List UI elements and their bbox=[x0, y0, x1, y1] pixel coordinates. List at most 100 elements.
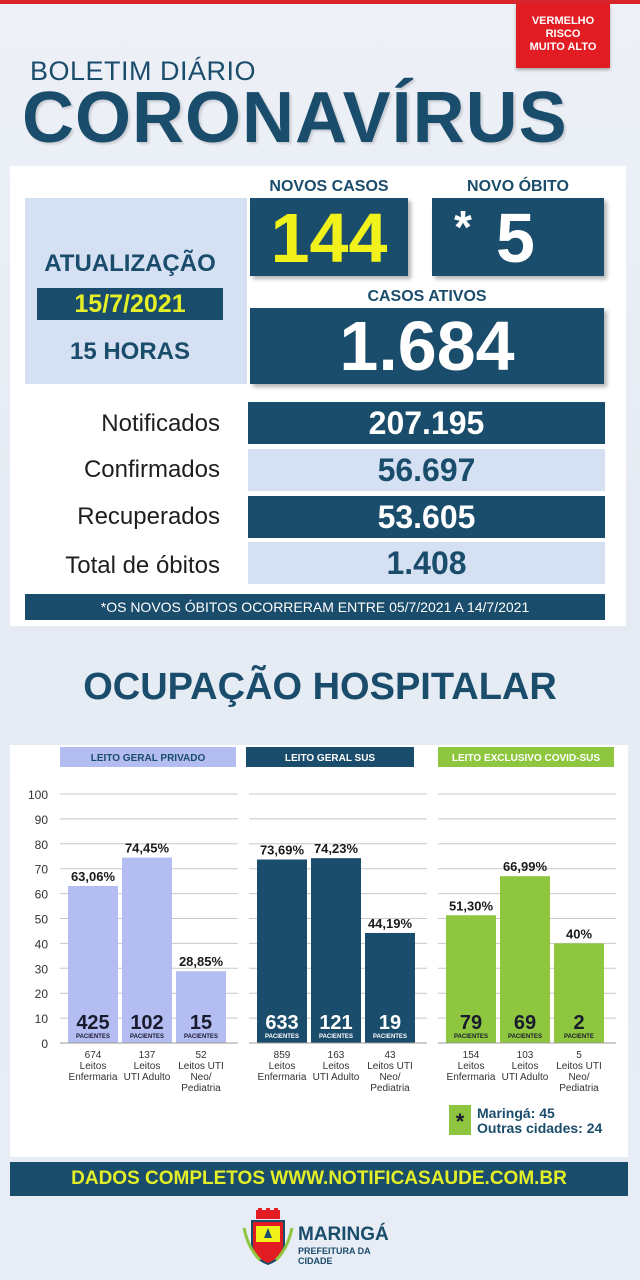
bar-patient-unit: PACIENTES bbox=[130, 1034, 164, 1040]
bar-category-label: Pediatria bbox=[370, 1083, 410, 1094]
y-tick-label: 80 bbox=[35, 838, 49, 852]
bar-percent-label: 63,06% bbox=[71, 869, 116, 884]
bar-category-label: Leitos bbox=[134, 1061, 161, 1072]
bar-category-label: Leitos UTI bbox=[367, 1061, 413, 1072]
bar bbox=[554, 943, 604, 1043]
bar-category-label: Neo/ bbox=[190, 1072, 211, 1083]
bar-category-label: Enfermaria bbox=[69, 1072, 118, 1083]
bar-category-label: Leitos UTI bbox=[178, 1061, 224, 1072]
y-tick-label: 70 bbox=[35, 863, 49, 877]
group-header-2 bbox=[246, 747, 414, 767]
risk-badge-line: MUITO ALTO bbox=[529, 41, 597, 53]
bar-percent-label: 66,99% bbox=[503, 859, 548, 874]
bar-percent-label: 74,45% bbox=[125, 841, 170, 856]
bar-category-label: 52 bbox=[195, 1050, 207, 1061]
bar-patient-count: 19 bbox=[379, 1012, 401, 1034]
bar-percent-label: 28,85% bbox=[179, 954, 224, 969]
bar bbox=[122, 857, 172, 1043]
bar bbox=[311, 858, 361, 1043]
bar-percent-label: 73,69% bbox=[260, 843, 305, 858]
y-tick-label: 10 bbox=[35, 1012, 49, 1026]
bar-category-label: Pediatria bbox=[559, 1083, 599, 1094]
row-label-notified: Notificados bbox=[101, 410, 220, 437]
risk-badge-line: VERMELHO bbox=[531, 15, 595, 27]
legend-line: Outras cidades: 24 bbox=[477, 1120, 602, 1136]
row-value-recovered: 53.605 bbox=[248, 496, 605, 538]
y-tick-label: 100 bbox=[28, 788, 48, 802]
bar-category-label: Leitos bbox=[323, 1061, 350, 1072]
row-label-confirmed: Confirmados bbox=[83, 456, 220, 483]
new-cases-label: NOVOS CASOS bbox=[269, 178, 389, 195]
bar-category-label: Leitos bbox=[269, 1061, 296, 1072]
bulletin-subtitle: BOLETIM DIÁRIO bbox=[30, 56, 257, 86]
bar-patient-unit: PACIENTE bbox=[564, 1034, 594, 1040]
risk-badge: VERMELHO RISCO MUITO ALTO bbox=[516, 4, 610, 68]
y-tick-label: 30 bbox=[35, 962, 49, 976]
risk-badge-line: RISCO bbox=[545, 28, 581, 40]
bar-percent-label: 74,23% bbox=[314, 841, 359, 856]
bar-category-label: 5 bbox=[576, 1050, 582, 1061]
group-header-1 bbox=[60, 747, 236, 767]
row-label-deaths: Total de óbitos bbox=[65, 552, 220, 579]
new-death-label: NOVO ÓBITO bbox=[467, 178, 569, 195]
bar-category-label: Neo/ bbox=[379, 1072, 400, 1083]
y-tick-label: 0 bbox=[41, 1037, 48, 1051]
bar-patient-unit: PACIENTES bbox=[184, 1034, 218, 1040]
bar-category-label: Leitos bbox=[458, 1061, 485, 1072]
city-subtitle: PREFEITURA DA CIDADE bbox=[298, 1246, 371, 1266]
bar-patient-unit: PACIENTES bbox=[265, 1034, 299, 1040]
update-date: 15/7/2021 bbox=[37, 288, 223, 320]
bar-percent-label: 44,19% bbox=[368, 916, 413, 931]
new-cases-value: 144 bbox=[270, 199, 388, 277]
row-value-confirmed: 56.697 bbox=[248, 449, 605, 491]
row-value-deaths: 1.408 bbox=[248, 542, 605, 584]
page-title: CORONAVÍRUS bbox=[22, 78, 568, 158]
bar bbox=[176, 971, 226, 1043]
bar-patient-count: 121 bbox=[319, 1012, 352, 1034]
active-cases-label: CASOS ATIVOS bbox=[367, 288, 487, 305]
bar-patient-unit: PACIENTES bbox=[76, 1034, 110, 1040]
bar bbox=[500, 876, 550, 1043]
bar-category-label: UTI Adulto bbox=[313, 1072, 360, 1083]
bar-patient-count: 15 bbox=[190, 1012, 212, 1034]
bar-category-label: Leitos bbox=[512, 1061, 539, 1072]
new-death-box: * 5 bbox=[432, 198, 604, 276]
legend-marker: * bbox=[456, 1109, 465, 1134]
asterisk-marker: * bbox=[454, 201, 472, 253]
group-header-3 bbox=[438, 747, 614, 767]
bar-category-label: Leitos bbox=[80, 1061, 107, 1072]
bar-percent-label: 40% bbox=[566, 926, 592, 941]
bar-category-label: Enfermaria bbox=[447, 1072, 496, 1083]
legend-marker-box bbox=[449, 1105, 471, 1135]
bar-patient-unit: PACIENTES bbox=[373, 1034, 407, 1040]
y-tick-label: 40 bbox=[35, 937, 49, 951]
y-tick-label: 90 bbox=[35, 813, 49, 827]
bar-category-label: 137 bbox=[139, 1050, 156, 1061]
bar-category-label: UTI Adulto bbox=[502, 1072, 549, 1083]
bar-category-label: 163 bbox=[328, 1050, 345, 1061]
footer-link[interactable]: DADOS COMPLETOS WWW.NOTIFICASAUDE.COM.BR bbox=[10, 1162, 628, 1196]
group-header-label: LEITO EXCLUSIVO COVID-SUS bbox=[452, 753, 600, 764]
bar bbox=[446, 915, 496, 1043]
bar-percent-label: 51,30% bbox=[449, 898, 494, 913]
new-death-value: 5 bbox=[496, 199, 535, 277]
bar bbox=[257, 859, 307, 1043]
y-tick-label: 20 bbox=[35, 987, 49, 1001]
bar-category-label: 154 bbox=[463, 1050, 480, 1061]
y-tick-label: 50 bbox=[35, 913, 49, 927]
group-header-label: LEITO GERAL SUS bbox=[285, 753, 376, 764]
active-cases-value: 1.684 bbox=[339, 307, 515, 385]
bar-category-label: Leitos UTI bbox=[556, 1061, 602, 1072]
bar-patient-unit: PACIENTES bbox=[319, 1034, 353, 1040]
bar-category-label: 859 bbox=[274, 1050, 291, 1061]
update-label: ATUALIZAÇÃO bbox=[44, 250, 216, 277]
row-label-recovered: Recuperados bbox=[77, 503, 220, 530]
deaths-note: *OS NOVOS ÓBITOS OCORRERAM ENTRE 05/7/20… bbox=[25, 594, 605, 620]
bar-category-label: UTI Adulto bbox=[124, 1072, 171, 1083]
new-cases-box: 144 bbox=[250, 198, 408, 277]
active-cases-box: 1.684 bbox=[250, 308, 604, 384]
bar-category-label: Neo/ bbox=[568, 1072, 589, 1083]
bar-patient-count: 69 bbox=[514, 1012, 536, 1034]
bar bbox=[365, 932, 415, 1043]
coat-of-arms-icon bbox=[242, 1208, 294, 1266]
